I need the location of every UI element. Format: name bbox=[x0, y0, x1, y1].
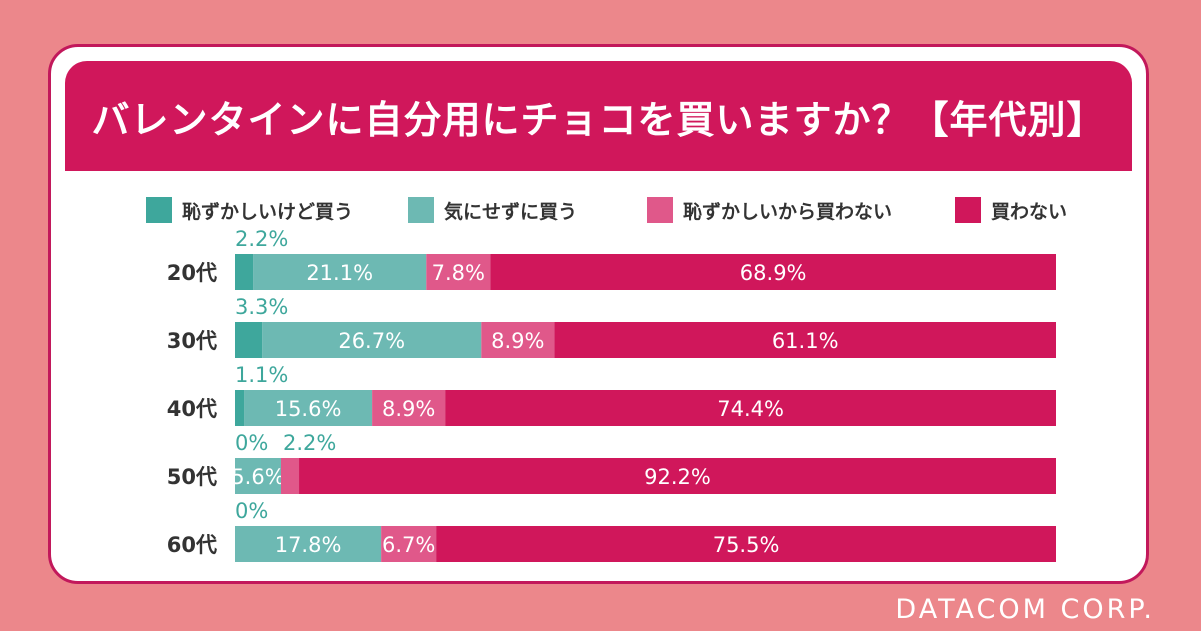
legend: 恥ずかしいけど買う 気にせずに買う 恥ずかしいから買わない 買わない bbox=[51, 195, 1146, 225]
legend-label: 買わない bbox=[991, 200, 1068, 223]
data-label: 7.8% bbox=[432, 261, 485, 285]
data-label: 74.4% bbox=[717, 397, 784, 421]
bar-segment bbox=[381, 526, 437, 562]
legend-label: 恥ずかしいけど買う bbox=[182, 200, 354, 223]
legend-item-embarrassed-not-buy: 恥ずかしいから買わない bbox=[647, 195, 892, 225]
data-label: 75.5% bbox=[713, 533, 780, 557]
bar-segment bbox=[445, 390, 1056, 426]
bar-segment bbox=[299, 458, 1057, 494]
bar-segment bbox=[372, 390, 446, 426]
data-label: 17.8% bbox=[275, 533, 342, 557]
category-label: 50代 bbox=[167, 465, 217, 489]
legend-item-not-buy: 買わない bbox=[955, 195, 1067, 225]
data-label: 3.3% bbox=[235, 295, 288, 319]
bar-segment bbox=[436, 526, 1056, 562]
legend-label: 気にせずに買う bbox=[444, 200, 578, 223]
bar-segment bbox=[481, 322, 555, 358]
bar-segment bbox=[426, 254, 491, 290]
data-label: 8.9% bbox=[382, 397, 435, 421]
data-label: 21.1% bbox=[306, 261, 373, 285]
bar-segment bbox=[235, 458, 281, 494]
data-label: 15.6% bbox=[275, 397, 342, 421]
bar-segment bbox=[490, 254, 1056, 290]
category-label: 40代 bbox=[167, 397, 217, 421]
data-label: 6.7% bbox=[382, 533, 435, 557]
bar-segment bbox=[235, 526, 382, 562]
data-label: 0% bbox=[235, 431, 268, 455]
category-label: 30代 bbox=[167, 329, 217, 353]
data-label: 1.1% bbox=[235, 363, 288, 387]
data-label: 61.1% bbox=[772, 329, 839, 353]
data-label: 8.9% bbox=[491, 329, 544, 353]
chart-title: バレンタインに自分用にチョコを買いますか？【年代別】 bbox=[91, 97, 1106, 142]
bar-segment bbox=[235, 390, 245, 426]
data-label: 68.9% bbox=[740, 261, 807, 285]
data-label: 5.6% bbox=[231, 465, 284, 489]
company-logo-text: DATACOM CORP. bbox=[895, 594, 1155, 625]
bar-segment bbox=[280, 458, 300, 494]
data-label: 2.2% bbox=[283, 431, 336, 455]
legend-swatch bbox=[955, 197, 981, 223]
stacked-bar-chart: 20代 2.2% 21.1% 7.8% 68.9% 30代 3.3% 26.7% 8.9% 61.… bbox=[167, 227, 1057, 562]
legend-item-buy-without-caring: 気にせずに買う bbox=[408, 195, 577, 225]
bar-segment bbox=[244, 390, 373, 426]
bar-segment bbox=[262, 322, 482, 358]
title-banner: バレンタインに自分用にチョコを買いますか？【年代別】 bbox=[65, 61, 1132, 171]
data-label: 92.2% bbox=[644, 465, 711, 489]
legend-label: 恥ずかしいから買わない bbox=[683, 200, 893, 223]
bar-segment bbox=[253, 254, 427, 290]
data-label: 26.7% bbox=[338, 329, 405, 353]
data-label: 2.2% bbox=[235, 227, 288, 251]
legend-swatch bbox=[647, 197, 673, 223]
category-label: 60代 bbox=[167, 533, 217, 557]
legend-swatch bbox=[146, 197, 172, 223]
bar-segment bbox=[235, 322, 263, 358]
bar-segment bbox=[235, 254, 254, 290]
data-label: 0% bbox=[235, 499, 268, 523]
legend-swatch bbox=[408, 197, 434, 223]
bar-segment bbox=[554, 322, 1056, 358]
legend-item-embarrassed-buy: 恥ずかしいけど買う bbox=[146, 195, 353, 225]
chart-card: バレンタインに自分用にチョコを買いますか？【年代別】 恥ずかしいけど買う 気にせ… bbox=[48, 44, 1149, 584]
category-label: 20代 bbox=[167, 261, 217, 285]
